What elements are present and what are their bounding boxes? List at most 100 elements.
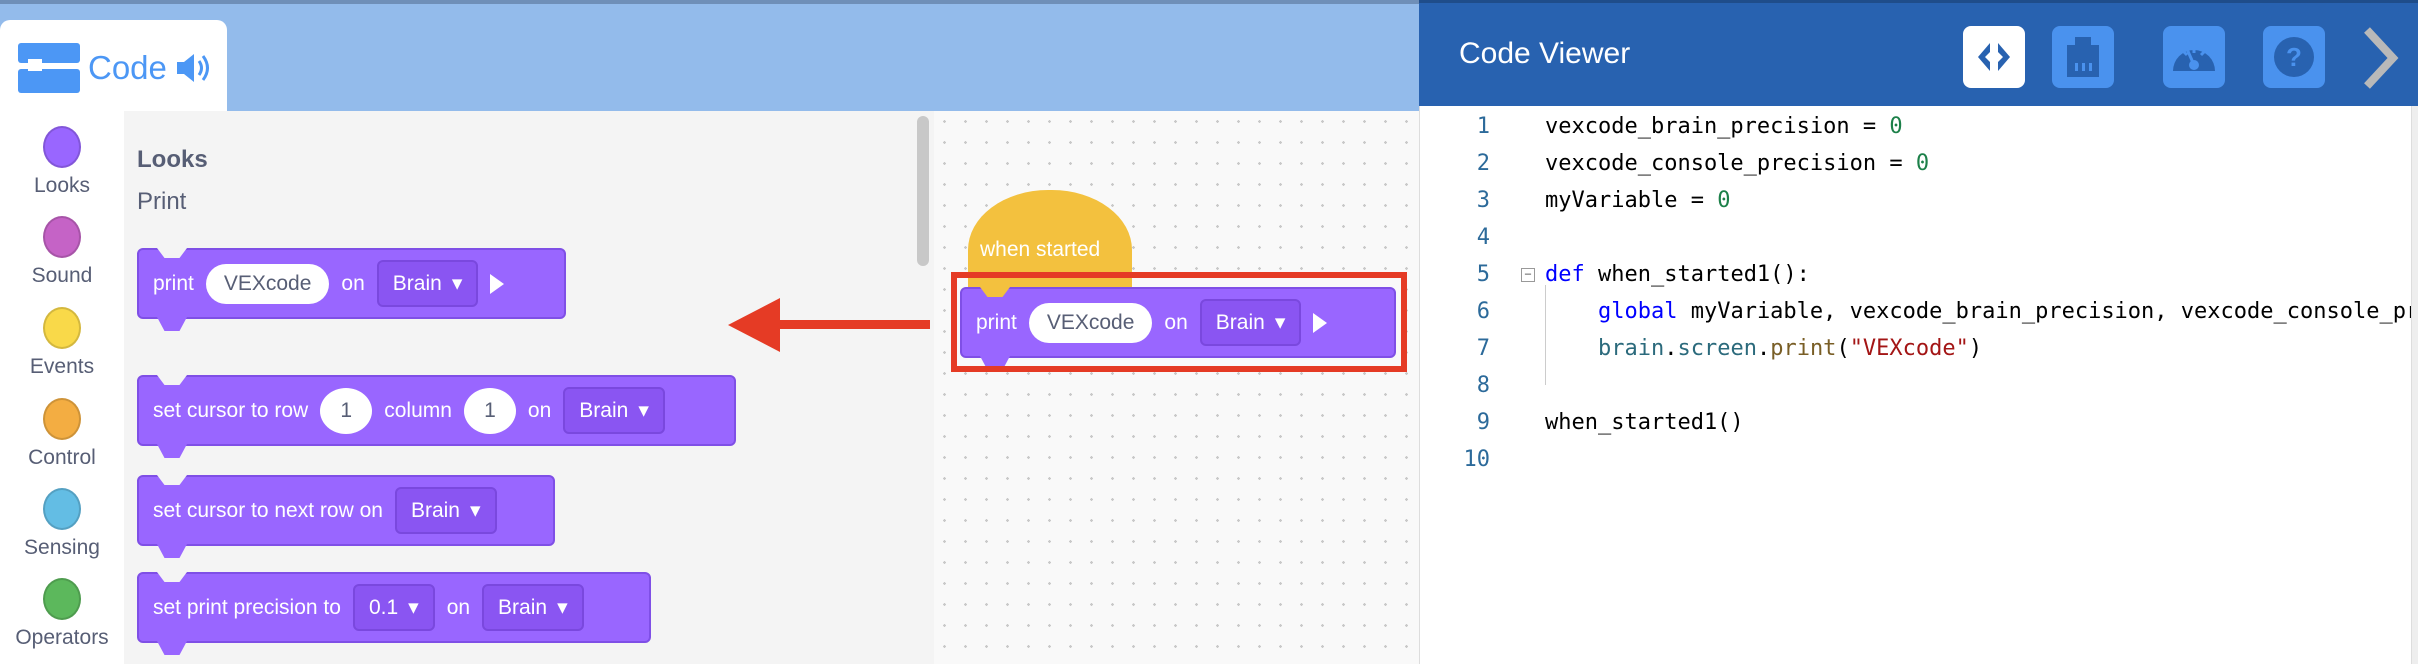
block-label: on bbox=[341, 271, 365, 295]
code-tab-label: Code bbox=[88, 48, 167, 86]
code-token: ( bbox=[1836, 336, 1850, 361]
code-token: . bbox=[1664, 336, 1678, 361]
play-icon[interactable] bbox=[1313, 312, 1328, 333]
print-value-input[interactable]: VEXcode bbox=[1028, 302, 1153, 343]
code-token: 0 bbox=[1717, 188, 1731, 213]
code-viewer-body[interactable]: 1 vexcode_brain_precision = 0 2 vexcode_con… bbox=[1419, 106, 2418, 664]
column-input[interactable]: 1 bbox=[463, 387, 516, 434]
sound-dot-icon bbox=[43, 216, 81, 258]
code-token: ) bbox=[1968, 336, 1983, 361]
devices-button[interactable] bbox=[2052, 26, 2114, 88]
code-scrollbar[interactable] bbox=[2411, 106, 2418, 664]
target-dropdown[interactable]: Brain ▾ bbox=[394, 487, 497, 534]
category-looks[interactable]: Looks bbox=[0, 126, 124, 198]
code-view-button[interactable] bbox=[1963, 26, 2025, 88]
fold-toggle-icon[interactable]: − bbox=[1521, 267, 1535, 282]
target-dropdown[interactable]: Brain ▾ bbox=[1199, 299, 1302, 346]
dropdown-value: Brain bbox=[410, 498, 460, 522]
code-token: vexcode_brain_precision = bbox=[1545, 114, 1890, 139]
block-label: set cursor to row bbox=[153, 398, 309, 422]
code-viewer-title: Code Viewer bbox=[1459, 37, 1631, 70]
code-token: screen bbox=[1677, 336, 1757, 361]
next-row-block[interactable]: set cursor to next row on Brain ▾ bbox=[137, 475, 555, 546]
control-dot-icon bbox=[43, 398, 81, 440]
code-token: vexcode_console_precision = bbox=[1545, 151, 1916, 176]
blocks-icon bbox=[18, 42, 80, 93]
block-label: on bbox=[1164, 310, 1188, 334]
target-dropdown[interactable]: Brain ▾ bbox=[482, 584, 584, 631]
code-line[interactable]: 4 bbox=[1420, 219, 1490, 256]
looks-dot-icon bbox=[43, 126, 81, 168]
code-text: vexcode_console_precision = 0 bbox=[1545, 151, 1929, 176]
speaker-icon[interactable] bbox=[175, 51, 211, 85]
block-label: on bbox=[527, 398, 552, 422]
row-input[interactable]: 1 bbox=[320, 387, 373, 434]
category-label: Sound bbox=[31, 264, 93, 287]
code-token: myVariable = bbox=[1545, 188, 1718, 213]
category-events[interactable]: Events bbox=[0, 307, 124, 379]
code-token: print bbox=[1770, 336, 1837, 361]
line-number: 1 bbox=[1476, 114, 1490, 139]
block-label: set print precision to bbox=[153, 595, 341, 619]
target-dropdown[interactable]: Brain ▾ bbox=[563, 387, 665, 434]
target-dropdown[interactable]: Brain ▾ bbox=[376, 260, 479, 307]
workspace-print-block[interactable]: print VEXcode on Brain ▾ bbox=[960, 287, 1396, 358]
chevron-down-icon: ▾ bbox=[451, 272, 463, 295]
line-number: 8 bbox=[1476, 373, 1490, 398]
category-label: Sensing bbox=[24, 536, 100, 559]
code-line[interactable]: 9 when_started1() bbox=[1420, 404, 1744, 441]
chevron-down-icon: ▾ bbox=[408, 596, 419, 619]
category-sound[interactable]: Sound bbox=[0, 216, 124, 288]
chevron-down-icon: ▾ bbox=[638, 399, 649, 422]
block-label: on bbox=[446, 595, 471, 619]
line-number: 5 bbox=[1476, 262, 1490, 287]
dashboard-icon bbox=[2173, 47, 2215, 71]
line-number: 2 bbox=[1476, 151, 1490, 176]
code-token: brain bbox=[1597, 336, 1665, 361]
category-label: Looks bbox=[33, 174, 91, 197]
category-sensing[interactable]: Sensing bbox=[0, 488, 124, 560]
highlight-box bbox=[951, 272, 1407, 372]
device-port-icon bbox=[2067, 37, 2099, 77]
category-operators[interactable]: Operators bbox=[0, 578, 124, 650]
operators-dot-icon bbox=[43, 578, 81, 620]
code-line[interactable]: 3 myVariable = 0 bbox=[1420, 182, 1731, 219]
palette-scrollbar[interactable] bbox=[917, 116, 929, 266]
code-text: def when_started1(): bbox=[1545, 262, 1810, 287]
set-cursor-block[interactable]: set cursor to row 1 column 1 on Brain ▾ bbox=[137, 375, 736, 446]
code-icon bbox=[1978, 43, 2010, 71]
dropdown-value: Brain bbox=[392, 271, 442, 295]
print-value-input[interactable]: VEXcode bbox=[205, 263, 330, 304]
print-block[interactable]: print VEXcode on Brain ▾ bbox=[137, 248, 566, 319]
print-precision-block[interactable]: set print precision to 0.1 ▾ on Brain ▾ bbox=[137, 572, 651, 643]
dropdown-value: 0.1 bbox=[368, 595, 399, 619]
code-line[interactable]: 1 vexcode_brain_precision = 0 bbox=[1420, 108, 1903, 145]
chevron-right-icon[interactable] bbox=[2361, 26, 2401, 90]
category-control[interactable]: Control bbox=[0, 398, 124, 470]
code-line[interactable]: 10 bbox=[1420, 441, 1491, 478]
block-label: print bbox=[976, 310, 1017, 334]
dropdown-value: Brain bbox=[1215, 310, 1265, 334]
dashboard-button[interactable] bbox=[2163, 26, 2225, 88]
annotation-arrow-shaft bbox=[775, 320, 930, 329]
palette-heading: Looks bbox=[137, 146, 208, 173]
category-label: Control bbox=[28, 446, 96, 469]
code-tab[interactable]: Code bbox=[0, 20, 227, 115]
code-text: when_started1() bbox=[1545, 410, 1744, 435]
play-icon[interactable] bbox=[490, 273, 505, 294]
code-line[interactable]: 5 − def when_started1(): bbox=[1420, 256, 1810, 293]
category-sidebar: Looks Sound Events Control Sensing Opera… bbox=[0, 111, 124, 664]
precision-dropdown[interactable]: 0.1 ▾ bbox=[352, 584, 435, 631]
code-token: global bbox=[1597, 299, 1678, 324]
when-started-hat-block[interactable]: when started bbox=[968, 190, 1132, 296]
workspace[interactable] bbox=[934, 111, 1419, 664]
code-token: . bbox=[1756, 336, 1771, 361]
dropdown-value: Brain bbox=[579, 398, 629, 422]
line-number: 3 bbox=[1476, 188, 1490, 213]
code-line[interactable]: 8 bbox=[1420, 367, 1490, 404]
code-token bbox=[1545, 299, 1598, 324]
help-button[interactable]: ? bbox=[2263, 26, 2325, 88]
code-line[interactable]: 2 vexcode_console_precision = 0 bbox=[1420, 145, 1929, 182]
code-line[interactable]: 6 global myVariable, vexcode_brain_preci… bbox=[1420, 293, 2418, 330]
code-line[interactable]: 7 brain.screen.print("VEXcode") bbox=[1420, 330, 1982, 367]
